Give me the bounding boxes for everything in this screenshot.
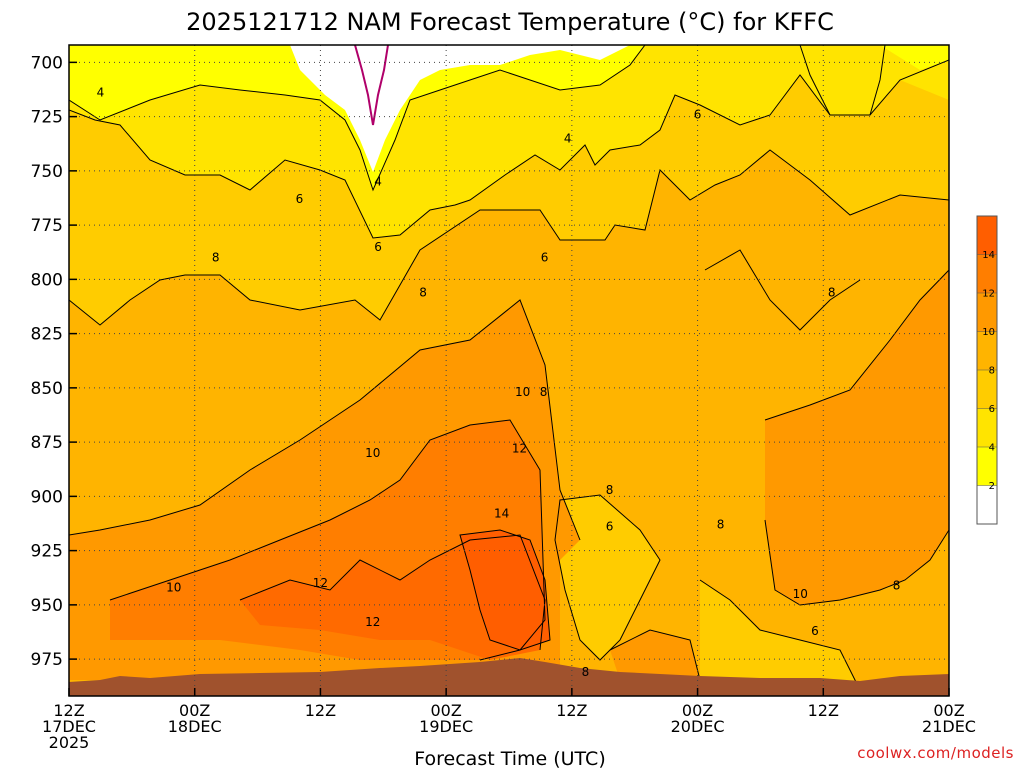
band-8-10-right: [765, 270, 949, 605]
colorbar-swatch: [977, 293, 997, 332]
contour-label: 8: [540, 385, 548, 399]
y-tick-label: 950: [31, 596, 63, 616]
temperature-bands: [69, 45, 949, 696]
isotherm-6-right: [699, 579, 861, 691]
freezing-line: [354, 45, 389, 126]
x-tick-label: 00Z: [179, 701, 210, 720]
colorbar-label: 2: [989, 481, 995, 492]
band-below-freezing: [290, 45, 630, 172]
x-tick-label: 12Z: [556, 701, 587, 720]
colorbar-swatch: [977, 447, 997, 486]
x-tick-label: 12Z: [808, 701, 839, 720]
isotherm-6-valley: [554, 494, 661, 661]
isotherm-8-bottom: [609, 629, 701, 681]
isotherm-14: [459, 529, 551, 651]
contour-label: 8: [212, 251, 220, 265]
plot-frame: [68, 44, 950, 697]
contour-label: 8: [717, 518, 725, 532]
y-tick-label: 725: [31, 108, 63, 128]
band-4-6-valley: [555, 495, 660, 660]
y-tick-label: 900: [31, 487, 63, 507]
contour-label: 8: [419, 285, 427, 299]
contour-label: 6: [296, 192, 304, 206]
colorbar-swatch: [977, 408, 997, 447]
contour-labels: 4 4 4 6 6 6 6 6 6 8 8 8 8 8 8 8 8 10 10 10 10 12 12 12 14: [97, 86, 901, 679]
band-0-2: [69, 45, 949, 190]
x-tick-label: 21DEC: [922, 717, 976, 736]
y-axis-ticks: 700 725 750 775 800 825 850 875 900 925 950 975: [31, 53, 77, 670]
contour-label: 8: [582, 665, 590, 679]
isotherm-8-right: [764, 269, 949, 421]
chart-title: 2025121712 NAM Forecast Temperature (°C)…: [186, 8, 834, 36]
colorbar-label: 10: [982, 327, 995, 338]
contour-label: 8: [606, 483, 614, 497]
contour-label: 12: [365, 615, 380, 629]
contour-label: 6: [811, 624, 819, 638]
credit-text: coolwx.com/models: [857, 744, 1014, 762]
contour-label: 10: [365, 446, 380, 460]
colorbar-swatch: [977, 331, 997, 370]
y-tick-label: 800: [31, 270, 63, 290]
x-tick-label: 20DEC: [671, 717, 725, 736]
contour-label: 14: [494, 507, 509, 521]
colorbar-label: 12: [982, 289, 995, 300]
x-tick-label: 18DEC: [168, 717, 222, 736]
contour-label: 6: [694, 107, 702, 121]
x-tick-label: 00Z: [682, 701, 713, 720]
y-tick-label: 925: [31, 542, 63, 562]
isotherm-4: [69, 59, 949, 239]
colorbar-label: 14: [982, 250, 995, 261]
y-tick-label: 750: [31, 162, 63, 182]
contour-label: 8: [828, 285, 836, 299]
y-tick-label: 825: [31, 325, 63, 345]
contour-label: 10: [166, 581, 181, 595]
isotherm-8-lower: [764, 519, 949, 606]
x-tick-label: 00Z: [430, 701, 461, 720]
y-tick-label: 850: [31, 379, 63, 399]
band-8-10-lower: [610, 630, 700, 680]
colorbar-label: 8: [989, 366, 995, 377]
y-tick-label: 700: [31, 53, 63, 73]
colorbar-swatch: [977, 370, 997, 409]
y-tick-label: 875: [31, 433, 63, 453]
x-tick-label: 00Z: [933, 701, 964, 720]
colorbar-swatch: [977, 254, 997, 293]
x-axis-label: Forecast Time (UTC): [414, 748, 605, 768]
contour-label: 12: [313, 576, 328, 590]
contour-label: 4: [374, 175, 382, 189]
isotherm-4-right: [704, 249, 861, 331]
isotherm-10: [109, 419, 546, 661]
x-tick-label: 19DEC: [419, 717, 473, 736]
colorbar-legend: 2 4 6 8 10 12 14: [976, 215, 998, 525]
grid-lines: [69, 45, 949, 696]
contour-label: 6: [606, 520, 614, 534]
colorbar-swatch: [977, 485, 997, 524]
colorbar-label: 6: [989, 404, 995, 415]
x-tick-label: 12Z: [53, 701, 84, 720]
x-tick-label: 17DEC: [42, 717, 96, 736]
band-14-16: [460, 530, 550, 650]
x-tick-label: 2025: [49, 733, 90, 752]
contour-label: 12: [512, 442, 527, 456]
contour-label: 10: [515, 385, 530, 399]
y-tick-label: 775: [31, 216, 63, 236]
isotherm-lines: [69, 45, 949, 691]
contour-label: 8: [893, 578, 901, 592]
y-tick-label: 975: [31, 650, 63, 670]
contour-label: 4: [97, 86, 105, 100]
contour-label: 4: [564, 131, 572, 145]
colorbar-swatch: [977, 216, 997, 255]
contour-label: 6: [374, 240, 382, 254]
x-tick-label: 12Z: [305, 701, 336, 720]
contour-label: 6: [541, 251, 549, 265]
isotherm-8: [69, 299, 581, 541]
contour-label: 10: [793, 587, 808, 601]
isotherm-12: [239, 534, 546, 651]
isotherm-2: [69, 45, 646, 192]
colorbar-label: 4: [989, 443, 995, 454]
terrain-surface: [69, 658, 949, 696]
